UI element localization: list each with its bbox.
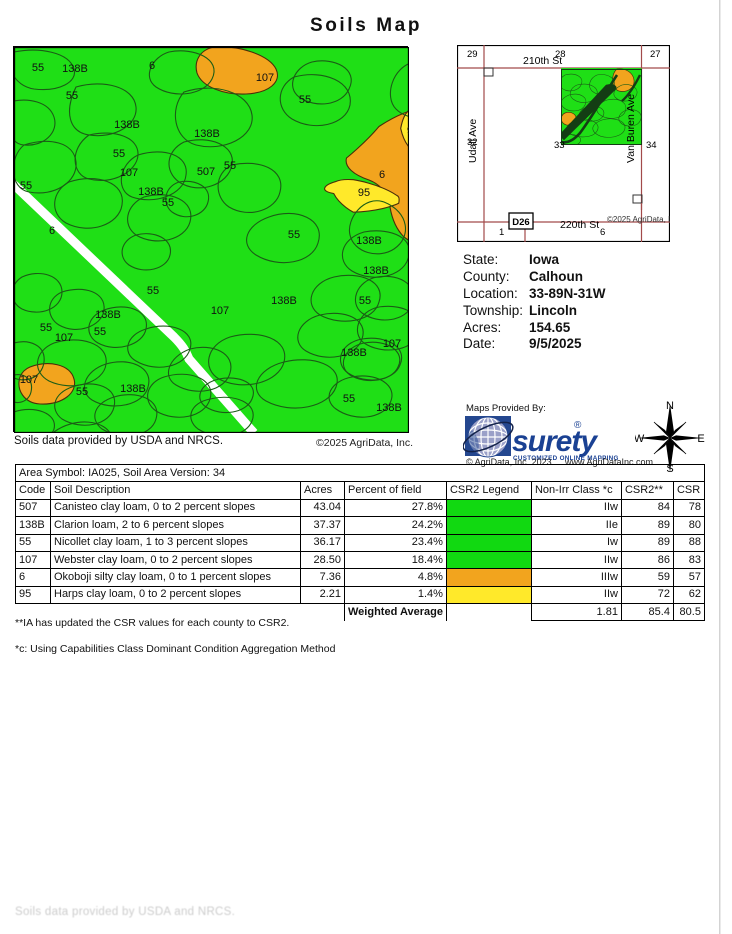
svg-text:55: 55 xyxy=(299,94,311,106)
svg-text:6: 6 xyxy=(149,60,155,72)
svg-text:Udall Ave: Udall Ave xyxy=(467,119,479,163)
svg-text:138B: 138B xyxy=(95,309,121,321)
svg-text:1: 1 xyxy=(499,227,504,238)
svg-text:D26: D26 xyxy=(512,217,529,228)
svg-text:55: 55 xyxy=(32,62,44,74)
svg-text:55: 55 xyxy=(343,393,355,405)
svg-text:507: 507 xyxy=(197,166,215,178)
svg-text:6: 6 xyxy=(379,169,385,181)
svg-text:138B: 138B xyxy=(138,186,164,198)
svg-text:®: ® xyxy=(574,420,582,431)
svg-text:55: 55 xyxy=(40,322,52,334)
svg-text:55: 55 xyxy=(162,197,174,209)
svg-text:138B: 138B xyxy=(114,119,140,131)
svg-text:220th St: 220th St xyxy=(560,219,599,231)
svg-text:138B: 138B xyxy=(62,63,88,75)
svg-text:107: 107 xyxy=(120,167,138,179)
svg-text:138B: 138B xyxy=(356,235,382,247)
svg-text:138B: 138B xyxy=(120,383,146,395)
svg-text:N: N xyxy=(666,400,674,412)
svg-text:138B: 138B xyxy=(194,128,220,140)
svg-text:138B: 138B xyxy=(271,295,297,307)
svg-text:55: 55 xyxy=(20,180,32,192)
svg-text:138B: 138B xyxy=(363,265,389,277)
svg-text:107: 107 xyxy=(211,305,229,317)
svg-text:27: 27 xyxy=(650,49,661,60)
svg-text:33: 33 xyxy=(554,140,565,151)
svg-text:95: 95 xyxy=(407,125,409,137)
svg-text:55: 55 xyxy=(66,90,78,102)
svg-text:©2025 AgriData, Inc.: ©2025 AgriData, Inc. xyxy=(607,215,670,224)
svg-text:107: 107 xyxy=(55,332,73,344)
svg-text:55: 55 xyxy=(359,295,371,307)
svg-text:107: 107 xyxy=(383,338,401,350)
svg-text:138B: 138B xyxy=(341,347,367,359)
svg-text:surety: surety xyxy=(512,425,598,458)
svg-text:6: 6 xyxy=(600,227,605,238)
svg-text:34: 34 xyxy=(646,140,657,151)
svg-text:W: W xyxy=(635,433,645,445)
svg-text:55: 55 xyxy=(288,229,300,241)
svg-text:107: 107 xyxy=(20,374,38,386)
svg-text:55: 55 xyxy=(94,326,106,338)
svg-text:6: 6 xyxy=(49,225,55,237)
svg-text:55: 55 xyxy=(147,285,159,297)
svg-text:29: 29 xyxy=(467,49,478,60)
svg-text:95: 95 xyxy=(358,187,370,199)
svg-text:55: 55 xyxy=(113,148,125,160)
svg-text:55: 55 xyxy=(76,386,88,398)
svg-text:E: E xyxy=(697,433,704,445)
svg-text:210th St: 210th St xyxy=(523,55,562,67)
svg-text:138B: 138B xyxy=(376,402,402,414)
svg-text:107: 107 xyxy=(256,72,274,84)
svg-text:Van Buren Ave: Van Buren Ave xyxy=(625,94,637,163)
svg-text:55: 55 xyxy=(224,160,236,172)
